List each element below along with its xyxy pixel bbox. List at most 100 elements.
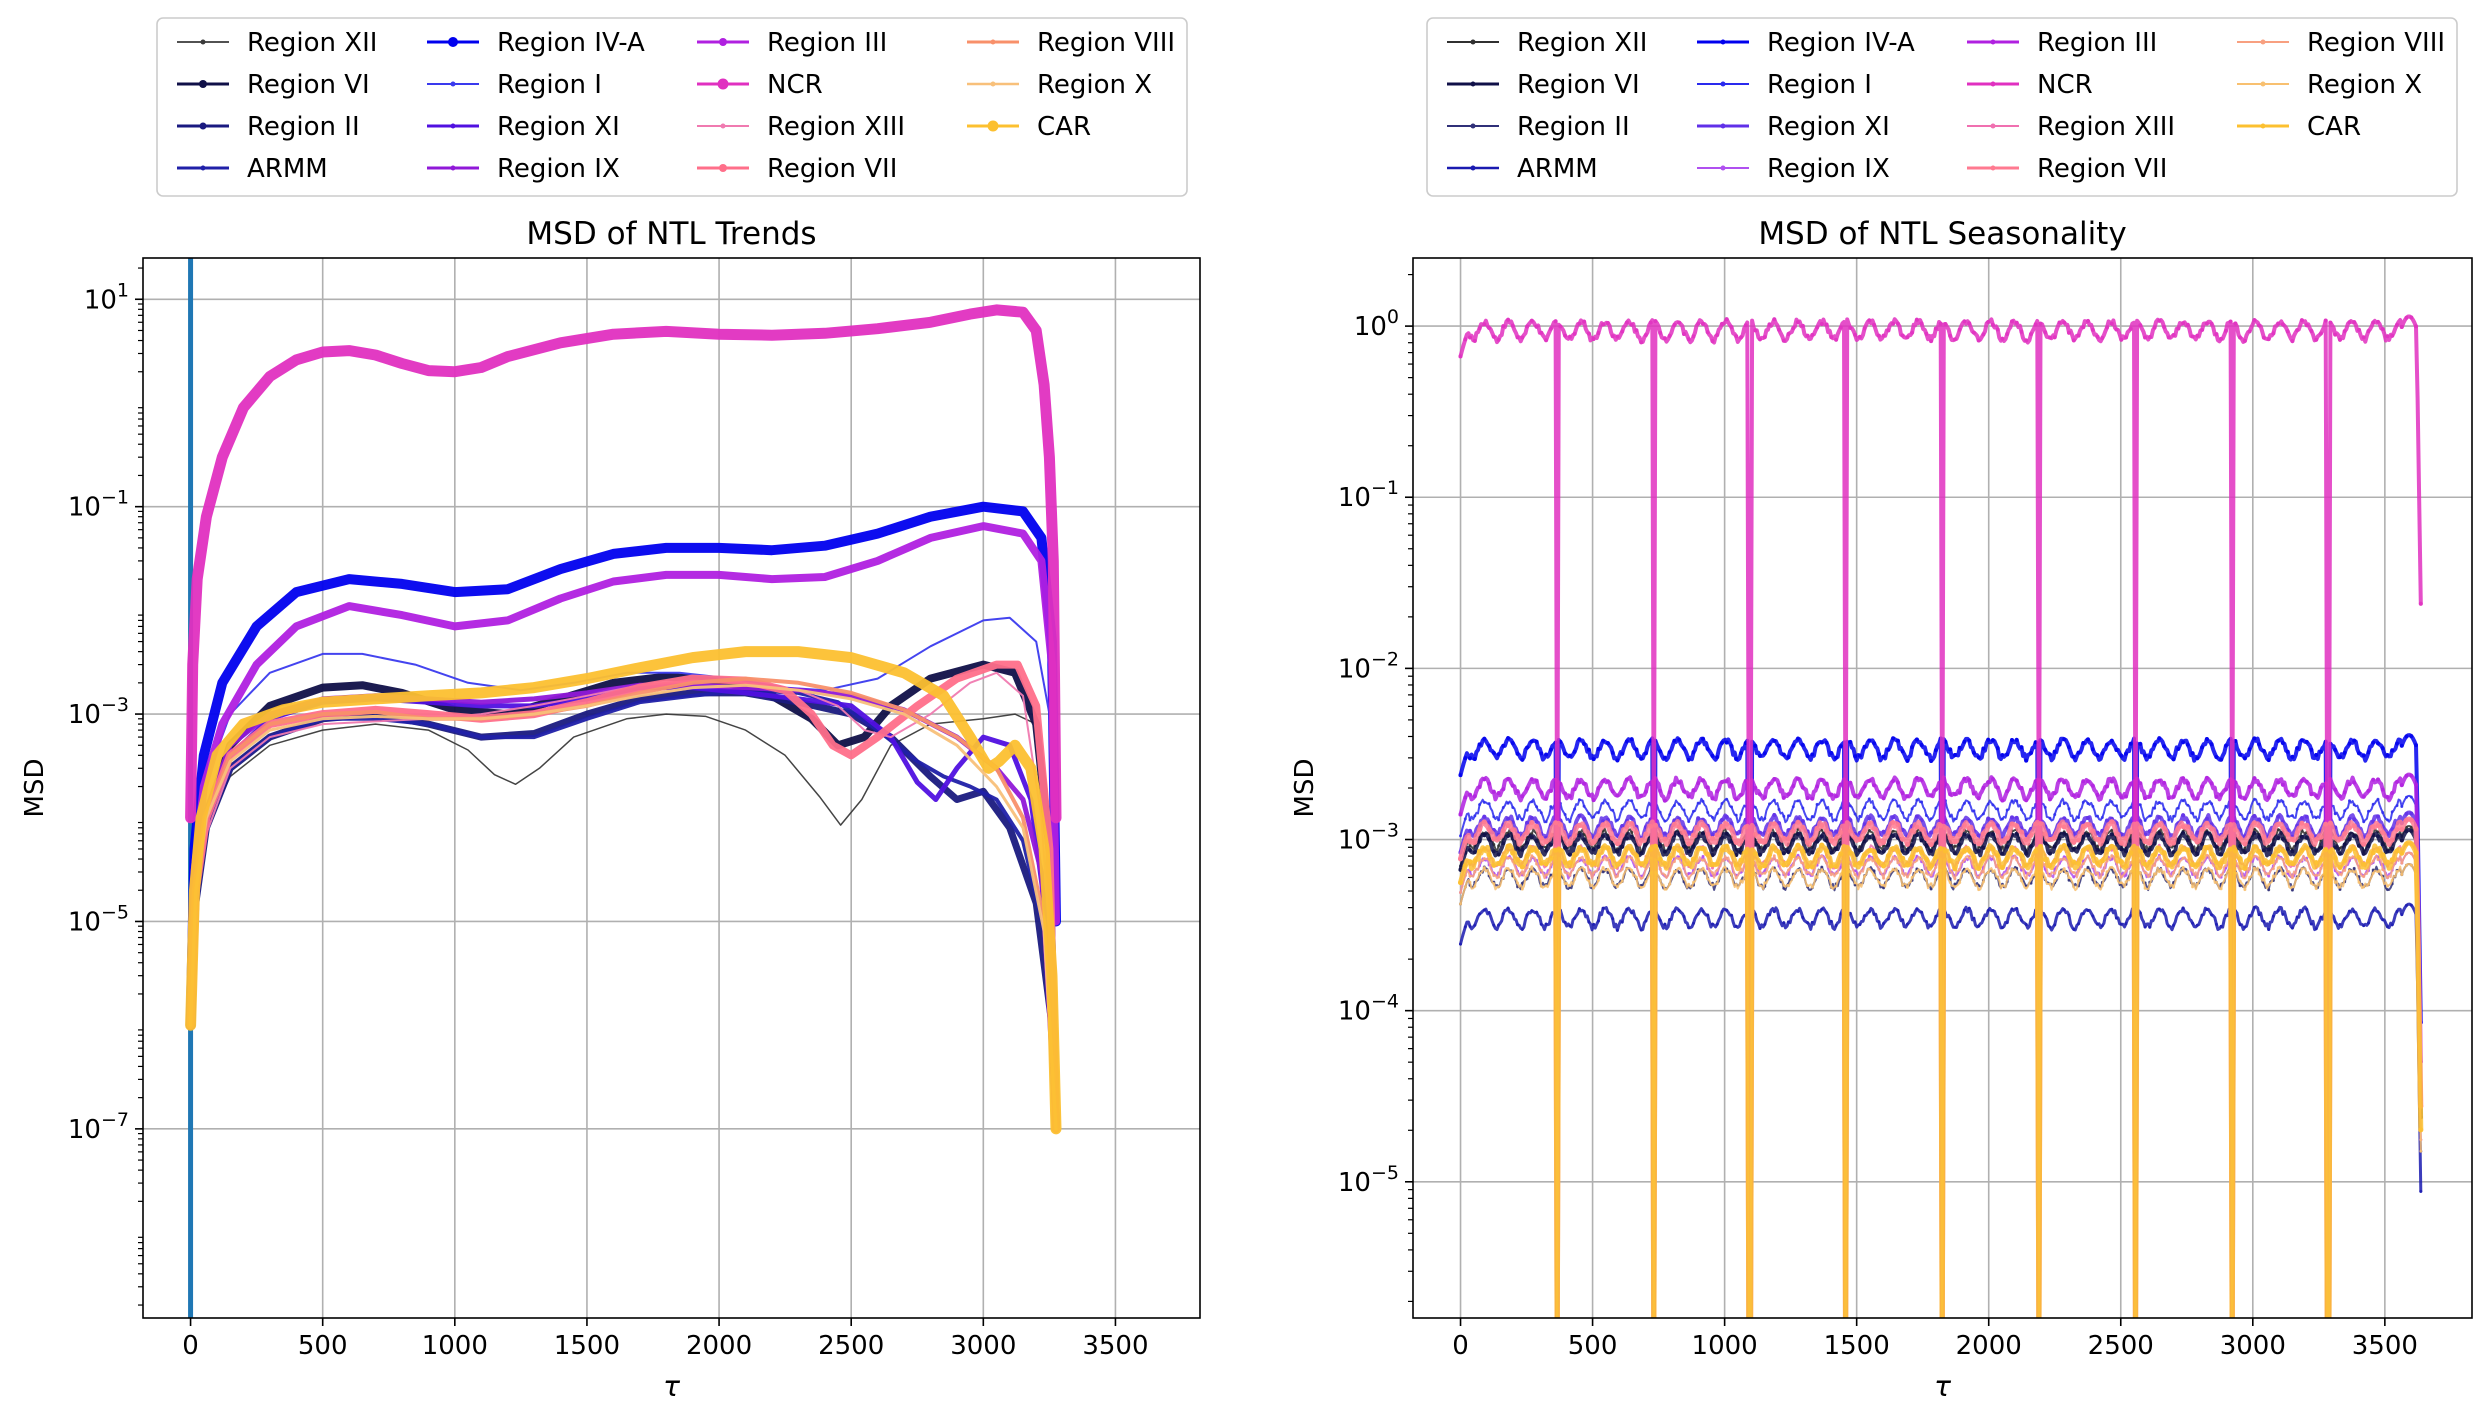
- data-point: [1686, 337, 1691, 342]
- data-point: [1686, 794, 1691, 799]
- data-point: [1576, 845, 1582, 851]
- data-point: [2186, 870, 2190, 873]
- legend-entry: Region VII: [1967, 154, 2167, 184]
- data-point: [2143, 335, 2148, 340]
- data-point: [2043, 876, 2047, 880]
- data-point: [2043, 914, 2047, 918]
- data-point: [1853, 920, 1857, 924]
- data-point: [1947, 858, 1953, 864]
- plot-area: [185, 258, 1062, 1318]
- data-point: [2251, 820, 2257, 826]
- data-point: [2385, 849, 2390, 854]
- data-point: [2242, 796, 2247, 801]
- data-point: [1920, 800, 1924, 804]
- data-point: [1942, 848, 1948, 854]
- data-point: [1753, 805, 1757, 809]
- data-point: [2285, 329, 2290, 334]
- data-point: [2323, 318, 2328, 323]
- data-point: [2394, 848, 2400, 854]
- data-point: [1729, 744, 1734, 749]
- data-point: [2057, 742, 2062, 747]
- data-point: [1915, 858, 1919, 862]
- data-point: [2338, 872, 2342, 876]
- y-tick-label: 10−3: [1338, 820, 1399, 856]
- data-point: [1844, 1368, 1847, 1371]
- data-point: [2176, 912, 2180, 915]
- data-point: [1796, 776, 1800, 781]
- data-point: [1662, 849, 1667, 854]
- x-tick-label: 3500: [2352, 1331, 2418, 1361]
- data-point: [1844, 1368, 1847, 1371]
- x-axis-label: τ: [1934, 1370, 1951, 1403]
- data-point: [2399, 325, 2404, 329]
- data-point: [2361, 841, 2367, 847]
- data-point: [1667, 833, 1673, 839]
- legend-entry: Region XII: [1447, 28, 1647, 58]
- data-point: [1601, 906, 1605, 910]
- data-point: [1967, 834, 1972, 839]
- data-point: [2347, 837, 2352, 842]
- data-point: [2319, 808, 2323, 812]
- data-point: [2020, 918, 2023, 922]
- data-point: [1516, 923, 1520, 927]
- data-point: [1738, 838, 1744, 844]
- data-point: [2138, 819, 2143, 824]
- data-point: [1705, 785, 1710, 790]
- data-point: [1625, 801, 1629, 805]
- data-point: [1686, 757, 1691, 762]
- data-point: [1901, 883, 1905, 887]
- data-point: [1620, 844, 1625, 849]
- data-point: [1948, 814, 1952, 818]
- data-point: [2023, 862, 2029, 868]
- data-point: [1534, 839, 1539, 843]
- data-point: [1539, 330, 1544, 335]
- data-point: [2204, 321, 2209, 326]
- data-point: [1724, 814, 1729, 819]
- data-point: [2148, 873, 2152, 877]
- data-point: [2061, 843, 2067, 848]
- data-point: [1819, 740, 1824, 745]
- data-point: [1515, 857, 1521, 862]
- data-point: [1605, 836, 1610, 841]
- data-point: [1601, 858, 1605, 862]
- data-point: [1615, 928, 1619, 932]
- data-point: [1591, 847, 1596, 852]
- data-point: [1620, 807, 1624, 811]
- data-point: [2085, 844, 2091, 850]
- legend-label: Region II: [1517, 112, 1630, 142]
- data-point: [1577, 813, 1582, 818]
- data-point: [1534, 739, 1539, 744]
- data-point: [1478, 871, 1482, 875]
- data-point: [1791, 805, 1795, 809]
- data-point: [1872, 741, 1877, 746]
- data-point: [1976, 338, 1981, 343]
- data-point: [1934, 914, 1938, 918]
- data-point: [1562, 835, 1568, 841]
- x-tick-label: 3000: [950, 1331, 1016, 1361]
- data-point: [1990, 846, 1996, 852]
- data-point: [1610, 334, 1615, 339]
- data-point: [1957, 842, 1962, 847]
- legend-entry: Region XI: [427, 112, 620, 142]
- data-point: [2271, 747, 2276, 752]
- data-point: [1715, 333, 1720, 337]
- data-point: [1734, 334, 1739, 339]
- data-point: [1672, 322, 1677, 327]
- data-point: [2176, 840, 2181, 845]
- data-point: [2043, 747, 2048, 752]
- data-point: [2171, 850, 2176, 855]
- data-point: [1952, 337, 1957, 342]
- data-point: [1529, 318, 1534, 323]
- data-point: [2399, 850, 2405, 856]
- data-point: [1782, 883, 1786, 887]
- data-point: [2243, 925, 2247, 929]
- data-point: [1577, 856, 1581, 860]
- data-point: [1825, 806, 1829, 810]
- data-point: [1634, 786, 1639, 791]
- legend-entry: Region I: [427, 70, 602, 100]
- data-point: [2000, 884, 2004, 888]
- data-point: [2243, 817, 2247, 821]
- data-point: [2280, 825, 2286, 831]
- data-point: [2266, 860, 2272, 866]
- data-point: [1905, 875, 1909, 879]
